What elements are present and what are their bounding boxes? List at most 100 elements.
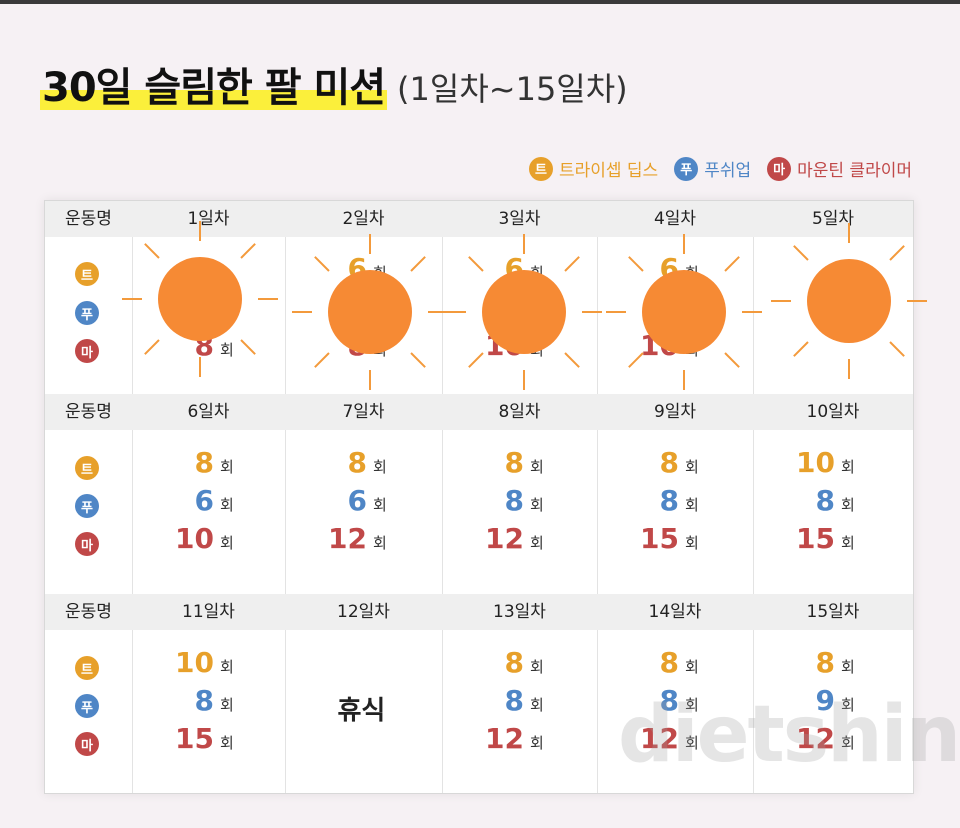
rep-unit: 회 [220,341,234,359]
top-bar [0,0,960,4]
rep-unit: 회 [841,696,855,714]
rep-number: 8 [815,484,835,517]
table-header-row [45,394,913,430]
sun-ray [889,341,905,357]
rep-number: 8 [815,646,835,679]
triceps-badge-icon: 트 [75,262,99,286]
rep-unit: 회 [685,534,699,552]
sun-ray [144,339,160,355]
sun-sticker-icon [771,223,927,379]
rep-number: 8 [504,684,524,717]
day-header: 4일차 [653,209,697,229]
rep-unit: 회 [220,696,234,714]
day-header: 14일차 [648,602,702,622]
column-divider [753,201,754,793]
day-header: 2일차 [342,209,385,229]
rep-count: 15 회 [795,522,855,555]
rep-number: 8 [659,446,679,479]
rep-number: 12 [796,722,835,755]
rep-unit: 회 [530,658,544,676]
legend-item-triceps: 트 트라이셉 딥스 [528,156,659,181]
label-header: 운동명 [65,602,112,622]
rep-number: 12 [485,522,524,555]
title-highlight [40,90,388,110]
day-header: 1일차 [187,209,230,229]
table-header-row [45,594,913,630]
rep-unit: 회 [530,458,544,476]
rep-count: 12 회 [795,722,855,755]
day-header: 9일차 [653,402,697,422]
workout-table: 운동명트푸마1일차8회2일차6회8회3일차6회10회4일차6회10회5일차휴운동… [44,200,927,794]
rep-count: 10 회 [795,446,855,479]
sun-sticker-icon [606,234,762,390]
pushup-badge-icon: 푸 [75,301,99,325]
rep-unit: 회 [685,734,699,752]
rep-count: 10 회 [174,646,234,679]
sun-ray [410,352,426,368]
sun-ray [724,256,740,272]
rep-number: 9 [815,684,835,717]
rep-count: 15 회 [174,722,234,755]
sun-ray [724,352,740,368]
legend-item-pushup: 푸 푸쉬업 [674,156,751,181]
mountain-climber-badge-icon: 마 [75,532,99,556]
column-divider [285,201,286,793]
rep-unit: 회 [373,458,387,476]
rep-unit: 회 [220,458,234,476]
rep-unit: 회 [841,496,855,514]
rep-unit: 회 [373,496,387,514]
sun-sticker-icon [292,234,448,390]
sun-ray [793,245,809,261]
title-area: 30일 슬림한 팔 미션 (1일차~15일차) [40,56,628,112]
rep-count: 12 회 [484,522,544,555]
rep-unit: 회 [685,696,699,714]
pushup-badge-icon: 푸 [75,494,99,518]
rest-day-label: 휴식 [337,696,386,726]
day-header: 7일차 [342,402,385,422]
sun-ray [468,256,484,272]
rep-number: 8 [659,646,679,679]
rep-unit: 회 [841,734,855,752]
rep-unit: 회 [530,696,544,714]
rep-number: 8 [504,446,524,479]
mountain-climber-badge-icon: 마 [75,732,99,756]
sun-ray [564,352,580,368]
sun-ray [240,339,256,355]
day-header: 10일차 [806,402,860,422]
legend-label: 트라이셉 딥스 [558,161,659,181]
day-header: 15일차 [806,602,860,622]
rep-number: 8 [659,684,679,717]
sun-ray [314,352,330,368]
rep-number: 6 [347,484,367,517]
rep-number: 10 [175,646,214,679]
page-subtitle: (1일차~15일차) [397,70,628,108]
rep-unit: 회 [530,496,544,514]
day-header: 13일차 [493,602,546,622]
rep-unit: 회 [841,534,855,552]
pushup-badge-icon: 푸 [674,156,699,181]
sun-disc [482,270,566,354]
rep-number: 8 [347,446,367,479]
rep-number: 12 [328,522,367,555]
rep-unit: 회 [220,496,234,514]
rep-number: 10 [175,522,214,555]
triceps-badge-icon: 트 [528,156,553,181]
title-text: 30일 슬림한 팔 미션 [42,65,386,111]
label-header: 운동명 [65,209,112,229]
rep-number: 8 [504,484,524,517]
rep-number: 10 [796,446,835,479]
sun-sticker-icon [122,221,278,377]
legend-label: 마운틴 클라이머 [797,161,912,181]
pushup-badge-icon: 푸 [75,694,99,718]
rep-unit: 회 [841,658,855,676]
